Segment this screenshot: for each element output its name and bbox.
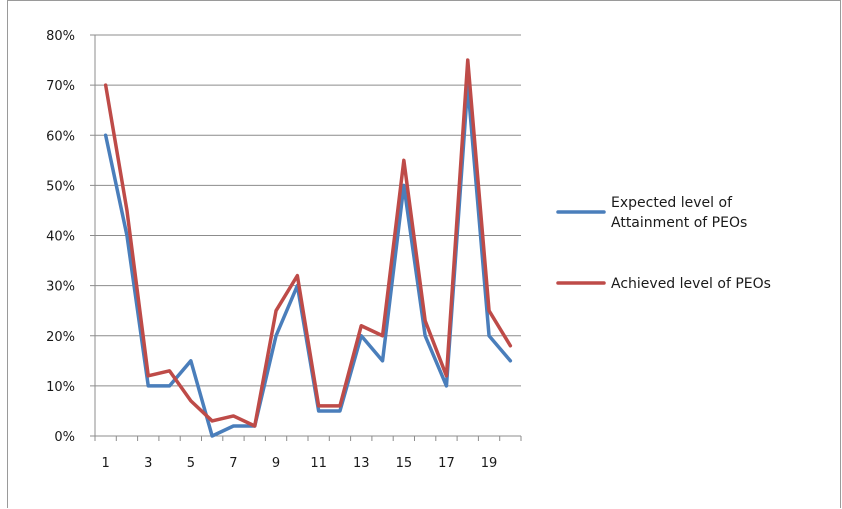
y-tick-label: 20% — [46, 330, 75, 345]
x-tick-label: 9 — [272, 456, 280, 471]
x-tick-label: 5 — [187, 456, 195, 471]
y-tick-label: 30% — [46, 280, 75, 295]
legend-label-1: Expected level of — [611, 195, 733, 211]
x-tick-label: 19 — [481, 456, 498, 471]
y-tick-label: 60% — [46, 129, 75, 144]
x-tick-label: 15 — [396, 456, 413, 471]
series-line-1 — [103, 83, 513, 438]
y-tick-label: 40% — [46, 230, 75, 245]
legend-label-2: Achieved level of PEOs — [611, 276, 771, 292]
x-tick-label: 11 — [310, 456, 327, 471]
x-tick-label: 17 — [438, 456, 455, 471]
x-tick-label: 7 — [229, 456, 237, 471]
y-tick-label: 50% — [46, 179, 75, 194]
legend: Expected level of Attainment of PEOs Achie… — [556, 195, 771, 292]
series-lines — [103, 58, 513, 438]
series-line-2 — [103, 58, 513, 428]
x-tick-label: 13 — [353, 456, 370, 471]
y-tick-label: 80% — [46, 29, 75, 44]
x-tick-label: 3 — [144, 456, 152, 471]
x-axis-ticks: 1 3 5 7 9 11 13 15 17 19 — [94, 436, 522, 471]
y-tick-label: 10% — [46, 380, 75, 395]
legend-label-1: Attainment of PEOs — [611, 215, 747, 231]
y-tick-label: 70% — [46, 79, 75, 94]
y-axis-ticks: 0% 10% 20% 30% 40% 50% 60% 70% 80% — [46, 29, 95, 445]
x-tick-label: 1 — [102, 456, 110, 471]
y-tick-label: 0% — [54, 430, 75, 445]
